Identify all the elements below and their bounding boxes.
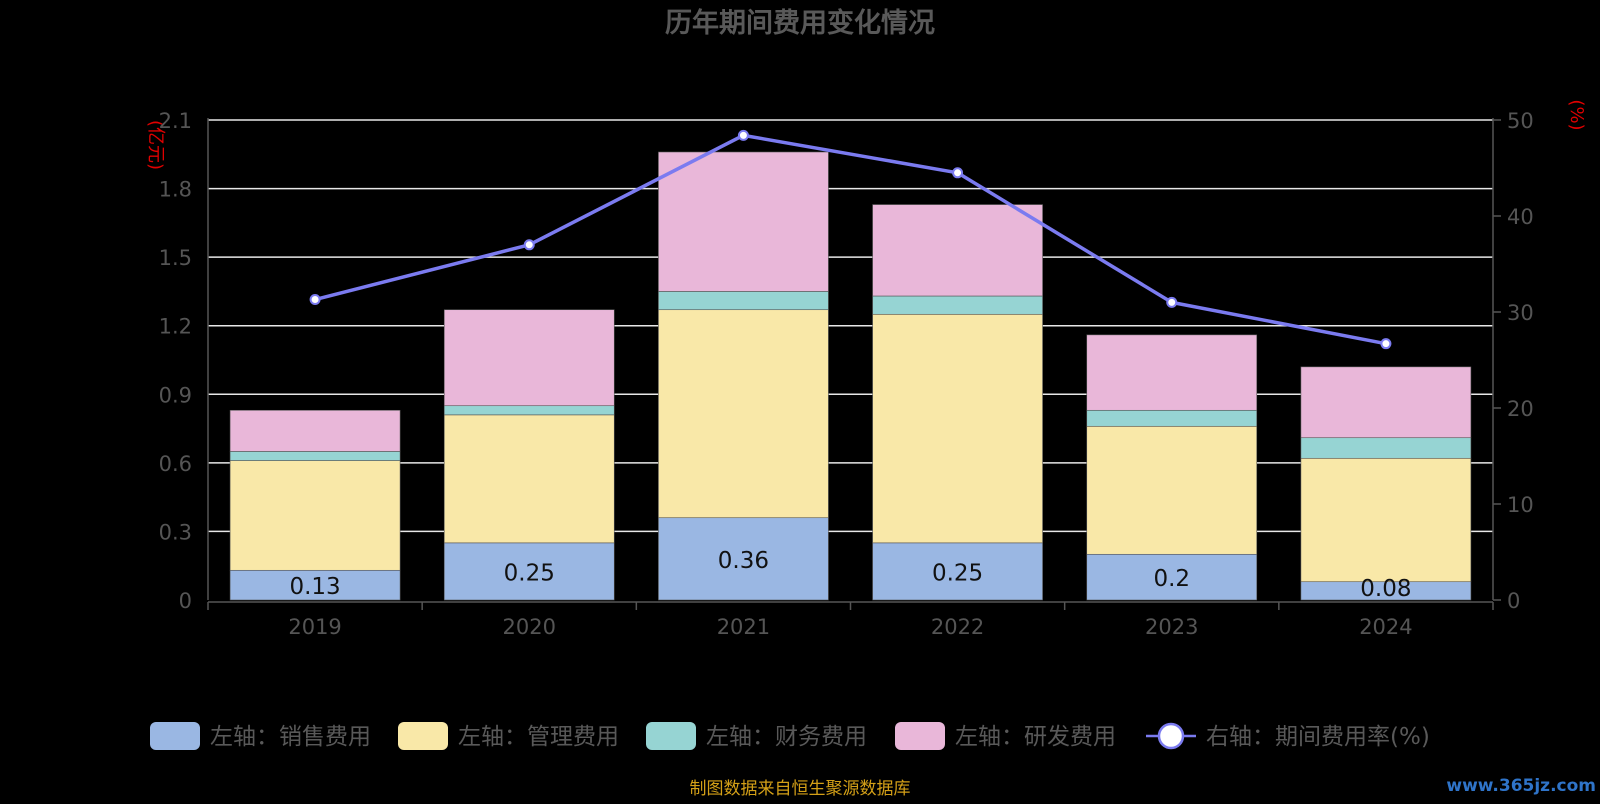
source-note: 制图数据来自恒生聚源数据库 (690, 779, 911, 799)
bar-segment (872, 295, 1043, 315)
bar-segment (872, 313, 1043, 544)
bar-segment (658, 517, 829, 601)
bar-data-label: 0.25 (504, 560, 555, 586)
y-right-tick-label: 50 (1507, 109, 1534, 133)
y-left-tick-label: 0.9 (159, 383, 192, 407)
y-left-tick-label: 1.8 (159, 178, 192, 202)
bar-data-label: 0.36 (718, 548, 769, 574)
y-left-tick-label: 1.5 (159, 246, 192, 270)
bar-segment (872, 542, 1043, 601)
bar-segment (443, 542, 615, 601)
bar-segment (1300, 457, 1472, 583)
bar-segment (872, 204, 1043, 297)
rate-line-point (1380, 338, 1392, 350)
y-right-tick-label: 30 (1507, 301, 1534, 325)
rate-line-point (523, 239, 535, 251)
watermark: www.365jz.com (1446, 776, 1596, 796)
bar-segment (229, 409, 401, 452)
bar-segment (443, 405, 615, 416)
bar-segment (443, 414, 615, 544)
y-axis-left-label: (亿元) (145, 120, 166, 170)
bar-segment (1086, 409, 1258, 427)
bar-segment (1086, 553, 1258, 601)
bar-segment (1300, 437, 1472, 459)
y-axis-right-label: (%) (1566, 99, 1587, 130)
bar-data-label: 0.13 (289, 574, 340, 600)
bar-segment (1086, 425, 1258, 555)
legend-swatch-point (1157, 722, 1185, 750)
x-tick-label: 2019 (288, 615, 341, 639)
x-tick-label: 2020 (503, 615, 556, 639)
legend-label: 左轴：财务费用 (706, 724, 867, 750)
bar-data-label: 0.25 (932, 560, 983, 586)
rate-line-point (737, 129, 749, 141)
legend: 左轴：销售费用 左轴：管理费用 左轴：财务费用 左轴：研发费用 右轴：期间费用率(%) (150, 722, 1430, 750)
grid-lines (208, 119, 1493, 533)
bar-data-label: 0.08 (1360, 576, 1411, 602)
y-right-tick-label: 20 (1507, 397, 1534, 421)
x-tick-label: 2023 (1145, 615, 1198, 639)
axes: 0 0.3 0.6 0.9 1.2 1.5 1.8 2.1 0 10 20 30 40 50 2019 202… (159, 109, 1534, 639)
y-left-tick-label: 2.1 (159, 109, 192, 133)
legend-swatch (398, 722, 448, 750)
y-right-tick-label: 0 (1507, 589, 1520, 613)
x-tick-label: 2021 (717, 615, 770, 639)
y-left-tick-label: 0.6 (159, 452, 192, 476)
rate-line-point (952, 167, 964, 179)
y-left-tick-label: 0.3 (159, 520, 192, 544)
rate-line-point (1166, 296, 1178, 308)
bar-segment (1300, 366, 1472, 439)
legend-label: 左轴：研发费用 (955, 724, 1116, 750)
x-tick-label: 2024 (1359, 615, 1412, 639)
legend-swatch (895, 722, 945, 750)
bar-data-label: 0.2 (1153, 566, 1190, 592)
bar-segment (229, 451, 401, 461)
y-right-tick-label: 10 (1507, 493, 1534, 517)
rate-line-point (309, 294, 321, 306)
data-labels: 0.13 0.25 0.36 0.25 0.2 0.08 (289, 548, 1411, 602)
bar-segment (229, 460, 401, 571)
bar-segment (1086, 334, 1258, 411)
rate-line (309, 129, 1392, 350)
y-left-tick-label: 0 (179, 589, 192, 613)
legend-swatch (646, 722, 696, 750)
chart-title: 历年期间费用变化情况 (665, 7, 935, 39)
bar-segment (443, 309, 615, 407)
rate-line-path (314, 133, 1387, 346)
y-left-tick-label: 1.2 (159, 315, 192, 339)
legend-swatch (150, 722, 200, 750)
bar-segment (658, 309, 829, 519)
x-tick-label: 2022 (931, 615, 984, 639)
legend-label: 左轴：管理费用 (458, 724, 619, 750)
legend-label: 右轴：期间费用率(%) (1206, 724, 1430, 750)
bar-segment (658, 151, 829, 292)
bar-segment (658, 291, 829, 311)
y-right-tick-label: 40 (1507, 205, 1534, 229)
bars (229, 151, 1472, 601)
legend-label: 左轴：销售费用 (210, 724, 371, 750)
